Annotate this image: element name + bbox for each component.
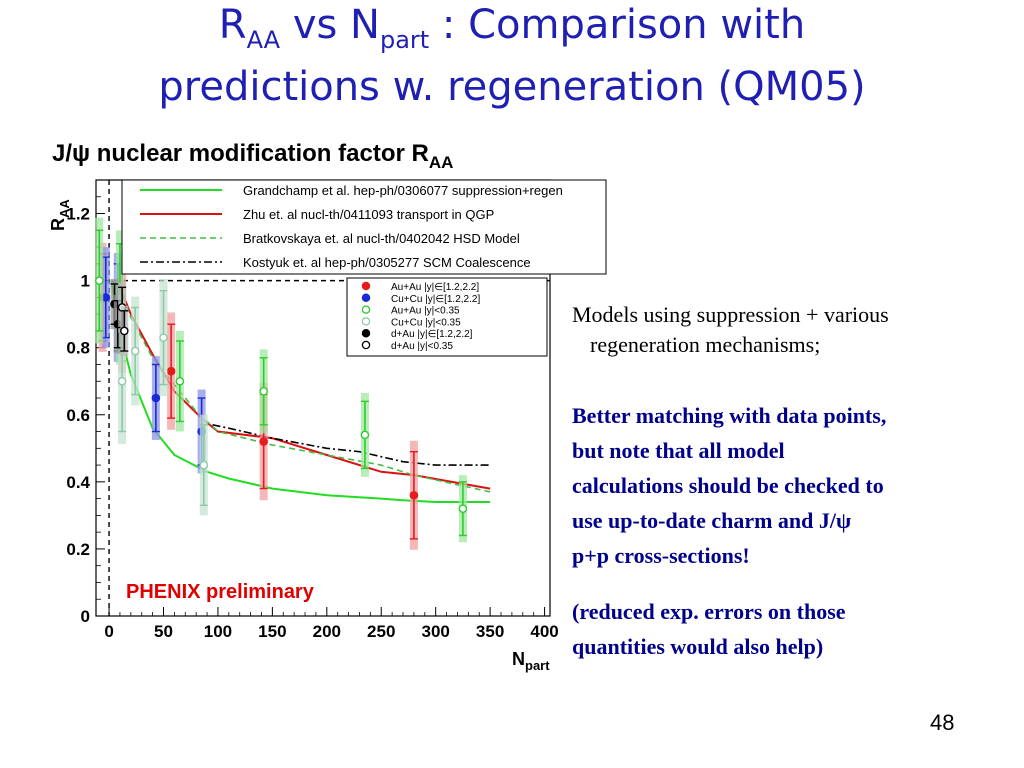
grandchamp-model-curve [110,280,491,503]
zhu-model-curve [110,279,491,490]
y-tick-label: 0.8 [66,339,90,358]
auau-forward-point [409,440,419,550]
models-note: Models using suppression + various regen… [572,300,1012,360]
matching-note: Better matching with data points, but no… [572,398,1012,573]
slide-title: RAA vs Npart : Comparison with predictio… [0,2,1024,111]
chart-title: J/ψ nuclear modification factor RAA [52,140,453,172]
marker [166,366,176,376]
data-legend-marker [361,293,371,303]
phenix-preliminary-label: PHENIX preliminary [126,581,315,603]
cucu-mid-point [130,296,140,406]
marker [151,393,161,403]
matching-note-line3: calculations should be checked to [572,473,884,498]
marker [259,437,268,446]
slide-title-line1: RAA vs Npart : Comparison with [218,2,806,54]
marker [409,490,419,500]
cucu-mid-point [199,414,209,516]
reduced-errors-note-line1: (reduced exp. errors on those [572,599,846,624]
model-legend-label: Zhu et. al nucl-th/0411093 transport in … [243,207,494,222]
marker [130,346,140,356]
x-tick-label: 100 [204,622,232,641]
marker [175,376,185,386]
y-axis-label: RAA [48,199,72,231]
cucu-mid-point [159,278,168,397]
x-tick-label: 250 [367,622,395,641]
y-tick-label: 0.2 [66,540,90,559]
y-tick-label: 0.4 [66,473,90,492]
model-legend-label: Grandchamp et al. hep-ph/0306077 suppres… [243,183,563,198]
data-legend-label: Cu+Cu |y|∈[1.2,2.2] [391,294,480,305]
x-tick-label: 0 [104,622,113,641]
data-legend-marker [361,281,371,291]
x-tick-label: 200 [313,622,341,641]
y-tick-label: 1 [81,272,90,291]
x-tick-label: 350 [476,622,504,641]
matching-note-line2: but note that all model [572,438,785,463]
auau-forward-point [166,312,176,430]
marker [159,333,168,342]
marker [117,376,127,386]
matching-note-line5: p+p cross-sections! [572,543,750,568]
marker [259,386,268,396]
marker [120,326,129,336]
data-legend-marker [361,317,371,326]
y-tick-label: 1.2 [66,205,90,224]
cucu-forward-point [151,356,161,440]
marker [360,430,370,440]
marker [458,504,468,513]
model-legend-label: Kostyuk et. al hep-ph/0305277 SCM Coales… [243,255,531,270]
auau-mid-point [458,475,468,543]
matching-note-line4: use up-to-date charm and J/ψ [572,508,852,533]
x-tick-label: 50 [154,622,173,641]
auau-mid-point [259,349,268,434]
models-note-line1: Models using suppression + various [572,302,889,327]
y-tick-label: 0.6 [66,406,90,425]
model-legend-box [121,179,607,275]
page-number: 48 [930,710,955,735]
model-legend-label: Bratkovskaya et. al nucl-th/0402042 HSD … [243,231,520,246]
x-tick-label: 400 [530,622,558,641]
auau-mid-point [175,330,185,432]
model-legend: Grandchamp et al. hep-ph/0306077 suppres… [121,179,607,275]
data-legend-label: Cu+Cu |y|<0.35 [391,317,461,328]
kostyuk-model-curve [212,424,491,466]
matching-note-line1: Better matching with data points, [572,403,887,428]
marker [101,293,111,302]
data-legend-label: Au+Au |y|∈[1.2,2.2] [391,282,479,293]
marker [94,276,104,285]
x-tick-label: 300 [421,622,449,641]
data-legend-marker [361,328,371,338]
data-legend-label: d+Au |y|∈[1.2,2.2] [391,329,473,340]
data-legend-box [346,277,548,357]
reduced-errors-note: (reduced exp. errors on those quantities… [572,594,1012,664]
slide-title-line2: predictions w. regeneration (QM05) [158,64,866,110]
data-legend-marker [361,305,371,314]
auau-mid-point [94,217,104,344]
data-legend-marker [361,340,371,350]
data-legend: Au+Au |y|∈[1.2,2.2]Cu+Cu |y|∈[1.2,2.2]Au… [346,277,548,357]
x-axis-label: Npart [512,649,550,673]
x-tick-label: 150 [258,622,286,641]
reduced-errors-note-line2: quantities would also help) [572,634,824,659]
data-legend-label: Au+Au |y|<0.35 [391,306,460,317]
data-legend-label: d+Au |y|<0.35 [391,341,453,352]
auau-mid-point [360,392,370,477]
marker [199,460,209,470]
models-note-line2: regeneration mechanisms; [590,332,821,357]
dau-mid-point [120,305,129,357]
y-tick-label: 0 [81,607,90,626]
